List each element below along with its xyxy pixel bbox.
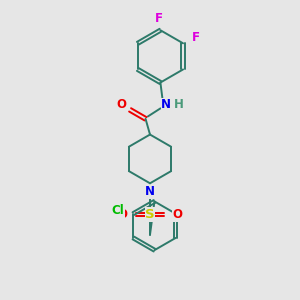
Text: F: F <box>155 12 163 26</box>
Text: O: O <box>117 208 128 221</box>
Text: N: N <box>145 185 155 198</box>
Text: O: O <box>172 208 183 221</box>
Text: S: S <box>145 208 155 221</box>
Text: H: H <box>174 98 184 111</box>
Text: N: N <box>161 98 171 111</box>
Text: F: F <box>191 32 200 44</box>
Text: O: O <box>116 98 126 111</box>
Text: Cl: Cl <box>112 204 124 217</box>
